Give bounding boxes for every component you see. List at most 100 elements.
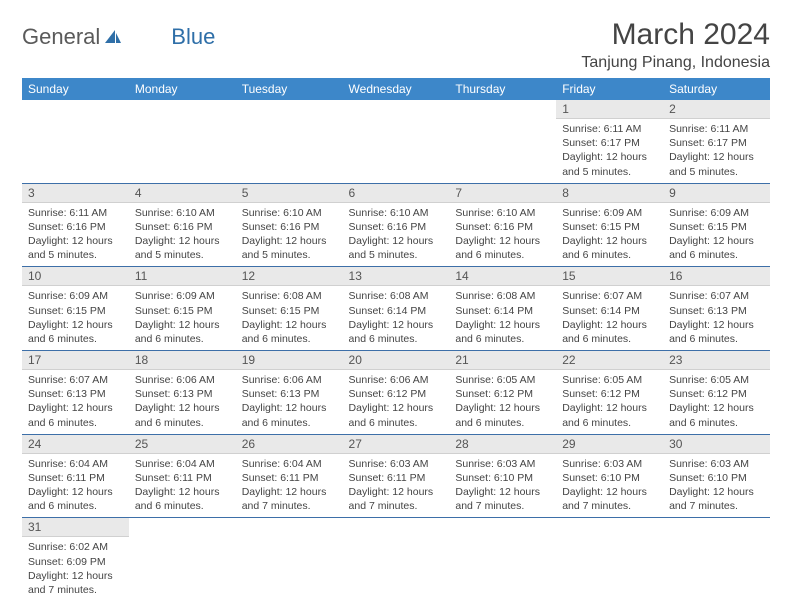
day-sr: Sunrise: 6:07 AM [669, 289, 764, 303]
day-dl: Daylight: 12 hours and 6 minutes. [562, 318, 657, 346]
day-ss: Sunset: 6:11 PM [242, 471, 337, 485]
day-dl: Daylight: 12 hours and 6 minutes. [135, 318, 230, 346]
day-dl: Daylight: 12 hours and 5 minutes. [349, 234, 444, 262]
day-dl: Daylight: 12 hours and 6 minutes. [455, 401, 550, 429]
calendar-cell: 25Sunrise: 6:04 AMSunset: 6:11 PMDayligh… [129, 434, 236, 518]
calendar-cell: 13Sunrise: 6:08 AMSunset: 6:14 PMDayligh… [343, 267, 450, 351]
day-number: 24 [22, 435, 129, 454]
calendar-cell: 9Sunrise: 6:09 AMSunset: 6:15 PMDaylight… [663, 183, 770, 267]
day-number: 19 [236, 351, 343, 370]
day-ss: Sunset: 6:11 PM [349, 471, 444, 485]
day-sr: Sunrise: 6:09 AM [669, 206, 764, 220]
calendar-cell: 31Sunrise: 6:02 AMSunset: 6:09 PMDayligh… [22, 518, 129, 601]
calendar-cell: 21Sunrise: 6:05 AMSunset: 6:12 PMDayligh… [449, 351, 556, 435]
day-body: Sunrise: 6:04 AMSunset: 6:11 PMDaylight:… [236, 454, 343, 518]
day-sr: Sunrise: 6:03 AM [455, 457, 550, 471]
day-number: 10 [22, 267, 129, 286]
day-ss: Sunset: 6:10 PM [669, 471, 764, 485]
dow-header: Wednesday [343, 78, 450, 100]
calendar-table: SundayMondayTuesdayWednesdayThursdayFrid… [22, 78, 770, 601]
day-dl: Daylight: 12 hours and 6 minutes. [455, 318, 550, 346]
day-dl: Daylight: 12 hours and 6 minutes. [28, 318, 123, 346]
day-dl: Daylight: 12 hours and 6 minutes. [242, 401, 337, 429]
day-ss: Sunset: 6:14 PM [349, 304, 444, 318]
day-body: Sunrise: 6:08 AMSunset: 6:14 PMDaylight:… [343, 286, 450, 350]
day-ss: Sunset: 6:15 PM [28, 304, 123, 318]
day-body: Sunrise: 6:08 AMSunset: 6:14 PMDaylight:… [449, 286, 556, 350]
day-sr: Sunrise: 6:04 AM [28, 457, 123, 471]
day-sr: Sunrise: 6:04 AM [242, 457, 337, 471]
calendar-cell: 11Sunrise: 6:09 AMSunset: 6:15 PMDayligh… [129, 267, 236, 351]
title-block: March 2024 Tanjung Pinang, Indonesia [581, 18, 770, 72]
calendar-cell: 27Sunrise: 6:03 AMSunset: 6:11 PMDayligh… [343, 434, 450, 518]
day-sr: Sunrise: 6:03 AM [562, 457, 657, 471]
day-body: Sunrise: 6:05 AMSunset: 6:12 PMDaylight:… [449, 370, 556, 434]
day-ss: Sunset: 6:16 PM [349, 220, 444, 234]
day-dl: Daylight: 12 hours and 5 minutes. [135, 234, 230, 262]
day-dl: Daylight: 12 hours and 7 minutes. [349, 485, 444, 513]
calendar-cell: 17Sunrise: 6:07 AMSunset: 6:13 PMDayligh… [22, 351, 129, 435]
header: General Blue March 2024 Tanjung Pinang, … [22, 18, 770, 72]
calendar-cell: 15Sunrise: 6:07 AMSunset: 6:14 PMDayligh… [556, 267, 663, 351]
day-body: Sunrise: 6:11 AMSunset: 6:17 PMDaylight:… [663, 119, 770, 183]
day-sr: Sunrise: 6:03 AM [669, 457, 764, 471]
day-dl: Daylight: 12 hours and 7 minutes. [669, 485, 764, 513]
day-number: 6 [343, 184, 450, 203]
day-dl: Daylight: 12 hours and 7 minutes. [28, 569, 123, 597]
day-body: Sunrise: 6:03 AMSunset: 6:10 PMDaylight:… [449, 454, 556, 518]
day-body: Sunrise: 6:10 AMSunset: 6:16 PMDaylight:… [449, 203, 556, 267]
day-sr: Sunrise: 6:06 AM [349, 373, 444, 387]
day-body: Sunrise: 6:07 AMSunset: 6:13 PMDaylight:… [663, 286, 770, 350]
day-dl: Daylight: 12 hours and 7 minutes. [455, 485, 550, 513]
calendar-row: 24Sunrise: 6:04 AMSunset: 6:11 PMDayligh… [22, 434, 770, 518]
calendar-cell: 4Sunrise: 6:10 AMSunset: 6:16 PMDaylight… [129, 183, 236, 267]
day-number: 17 [22, 351, 129, 370]
calendar-cell [22, 100, 129, 183]
day-number: 22 [556, 351, 663, 370]
day-sr: Sunrise: 6:10 AM [455, 206, 550, 220]
calendar-cell: 2Sunrise: 6:11 AMSunset: 6:17 PMDaylight… [663, 100, 770, 183]
day-dl: Daylight: 12 hours and 6 minutes. [455, 234, 550, 262]
day-sr: Sunrise: 6:09 AM [135, 289, 230, 303]
day-sr: Sunrise: 6:11 AM [28, 206, 123, 220]
day-sr: Sunrise: 6:11 AM [669, 122, 764, 136]
day-number: 14 [449, 267, 556, 286]
day-ss: Sunset: 6:11 PM [135, 471, 230, 485]
day-sr: Sunrise: 6:09 AM [28, 289, 123, 303]
day-ss: Sunset: 6:12 PM [349, 387, 444, 401]
day-number: 31 [22, 518, 129, 537]
day-number: 30 [663, 435, 770, 454]
day-dl: Daylight: 12 hours and 6 minutes. [135, 401, 230, 429]
day-sr: Sunrise: 6:11 AM [562, 122, 657, 136]
day-dl: Daylight: 12 hours and 7 minutes. [242, 485, 337, 513]
day-body: Sunrise: 6:02 AMSunset: 6:09 PMDaylight:… [22, 537, 129, 601]
dow-header: Saturday [663, 78, 770, 100]
calendar-cell: 18Sunrise: 6:06 AMSunset: 6:13 PMDayligh… [129, 351, 236, 435]
day-ss: Sunset: 6:15 PM [669, 220, 764, 234]
day-number: 23 [663, 351, 770, 370]
day-number: 9 [663, 184, 770, 203]
day-ss: Sunset: 6:13 PM [669, 304, 764, 318]
day-dl: Daylight: 12 hours and 6 minutes. [349, 401, 444, 429]
day-number: 12 [236, 267, 343, 286]
calendar-cell: 19Sunrise: 6:06 AMSunset: 6:13 PMDayligh… [236, 351, 343, 435]
day-ss: Sunset: 6:15 PM [562, 220, 657, 234]
day-number: 11 [129, 267, 236, 286]
calendar-cell: 8Sunrise: 6:09 AMSunset: 6:15 PMDaylight… [556, 183, 663, 267]
day-ss: Sunset: 6:16 PM [242, 220, 337, 234]
day-body: Sunrise: 6:10 AMSunset: 6:16 PMDaylight:… [236, 203, 343, 267]
day-body: Sunrise: 6:03 AMSunset: 6:11 PMDaylight:… [343, 454, 450, 518]
logo-text-general: General [22, 24, 100, 50]
day-ss: Sunset: 6:10 PM [455, 471, 550, 485]
day-sr: Sunrise: 6:08 AM [455, 289, 550, 303]
day-number: 1 [556, 100, 663, 119]
day-ss: Sunset: 6:13 PM [242, 387, 337, 401]
day-sr: Sunrise: 6:05 AM [562, 373, 657, 387]
calendar-row: 3Sunrise: 6:11 AMSunset: 6:16 PMDaylight… [22, 183, 770, 267]
day-sr: Sunrise: 6:10 AM [349, 206, 444, 220]
day-number: 3 [22, 184, 129, 203]
day-sr: Sunrise: 6:05 AM [455, 373, 550, 387]
day-body: Sunrise: 6:10 AMSunset: 6:16 PMDaylight:… [129, 203, 236, 267]
day-body: Sunrise: 6:09 AMSunset: 6:15 PMDaylight:… [129, 286, 236, 350]
day-dl: Daylight: 12 hours and 6 minutes. [669, 318, 764, 346]
